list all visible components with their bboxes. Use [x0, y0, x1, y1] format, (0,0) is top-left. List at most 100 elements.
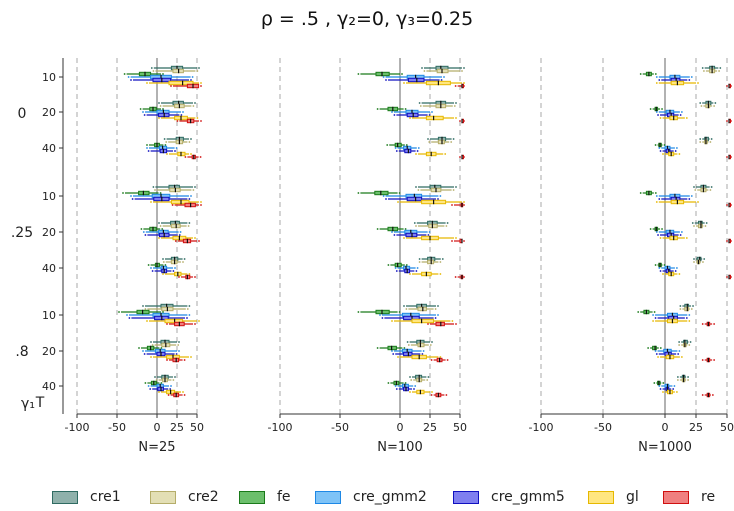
outlier-gl [463, 201, 465, 203]
outlier-cre_gmm2 [179, 231, 182, 233]
outlier-cre2 [152, 70, 155, 72]
outlier-gl [182, 391, 184, 393]
box-cre_gmm5 [144, 232, 181, 238]
outlier-fe [160, 347, 163, 349]
outlier-cre_gmm5 [395, 150, 398, 152]
outlier-cre2 [693, 261, 695, 263]
x-tick-label: -50 [108, 421, 126, 434]
outlier-cre1 [142, 305, 144, 307]
outlier-cre_gmm2 [654, 350, 657, 352]
outlier-fe [653, 382, 656, 384]
outlier-cre2 [187, 225, 190, 227]
panel-N=25: -100 -50 0 25 50 N=25 [65, 58, 204, 455]
outlier-cre1 [150, 341, 152, 343]
outlier-re [194, 323, 196, 325]
outlier-re [176, 120, 179, 122]
outlier-fe [147, 264, 150, 266]
x-tick-label: 0 [662, 421, 669, 434]
outlier-gl [162, 273, 164, 275]
box-cre2 [693, 259, 704, 265]
box-gl [415, 151, 447, 157]
outlier-fe [404, 108, 407, 110]
outlier-re [463, 240, 465, 242]
outlier-cre1 [406, 341, 409, 343]
outlier-cre1 [194, 102, 196, 104]
outlier-fe [647, 347, 650, 349]
box-re [459, 118, 465, 124]
outlier-cre1 [699, 138, 702, 140]
outlier-gl [662, 391, 664, 393]
box-fe [376, 106, 407, 112]
box-cre_gmm2 [150, 265, 176, 271]
outlier-cre_gmm5 [688, 79, 691, 81]
outlier-gl [439, 356, 442, 358]
outlier-cre1 [158, 222, 160, 224]
box-cre2 [155, 377, 175, 383]
box-re [459, 154, 465, 160]
outlier-cre1 [188, 305, 191, 307]
outlier-cre2 [439, 261, 442, 263]
outlier-re [178, 276, 180, 278]
panel-N=100: -100 -50 0 25 50 N=100 [268, 58, 467, 455]
outlier-re [726, 276, 728, 278]
outlier-cre_gmm2 [673, 385, 676, 387]
outlier-cre1 [719, 67, 722, 69]
outlier-cre_gmm2 [178, 350, 180, 352]
outlier-cre_gmm2 [127, 76, 130, 78]
box-fe [357, 71, 403, 77]
outlier-re [427, 323, 429, 325]
legend-swatch [239, 490, 265, 504]
box-cre2 [159, 103, 195, 109]
outlier-cre2 [690, 308, 693, 310]
legend-label: cre_gmm5 [491, 489, 565, 505]
outlier-cre1 [150, 67, 153, 69]
box-gl [657, 354, 683, 360]
iqr-box-gl [170, 199, 190, 205]
outlier-re [430, 394, 433, 396]
outlier-cre2 [192, 105, 195, 107]
legend-item-cre_gmm5: cre_gmm5 [453, 486, 565, 508]
outlier-fe [398, 311, 401, 313]
box-gl [397, 354, 442, 360]
outlier-cre_gmm2 [175, 147, 178, 149]
outlier-cre_gmm2 [655, 76, 658, 78]
box-gl [158, 235, 196, 241]
outlier-gl [697, 201, 699, 203]
x-tick-label: -100 [65, 421, 90, 434]
legend-swatch [52, 490, 78, 504]
outlier-re [463, 120, 465, 122]
outlier-cre_gmm5 [147, 150, 150, 152]
outlier-re [200, 85, 202, 87]
outlier-cre_gmm2 [676, 267, 678, 269]
box-cre_gmm5 [393, 112, 431, 118]
box-cre2 [693, 223, 707, 229]
outlier-fe [659, 347, 662, 349]
outlier-gl [200, 82, 202, 84]
outlier-cre_gmm2 [130, 195, 132, 197]
outlier-re [713, 359, 716, 361]
box-fe [653, 380, 665, 386]
outlier-re [167, 394, 170, 396]
box-cre2 [676, 377, 689, 383]
outlier-gl [150, 201, 152, 203]
outlier-fe [398, 192, 401, 194]
outlier-cre2 [709, 189, 712, 191]
outlier-cre2 [410, 379, 413, 381]
box-cre2 [423, 68, 463, 74]
outlier-cre_gmm2 [142, 350, 144, 352]
box-fe [637, 309, 656, 315]
outlier-cre1 [678, 341, 681, 343]
box-re [167, 392, 186, 398]
outlier-cre_gmm2 [188, 314, 191, 316]
outlier-re [455, 323, 457, 325]
outlier-cre1 [158, 102, 160, 104]
box-re [427, 321, 457, 327]
outlier-gl [150, 356, 152, 358]
outlier-re [166, 323, 168, 325]
outlier-re [730, 156, 732, 158]
outlier-cre1 [691, 222, 694, 224]
outlier-cre_gmm2 [439, 195, 442, 197]
outlier-cre_gmm2 [680, 231, 683, 233]
outlier-re [454, 276, 457, 278]
outlier-cre1 [676, 376, 679, 378]
